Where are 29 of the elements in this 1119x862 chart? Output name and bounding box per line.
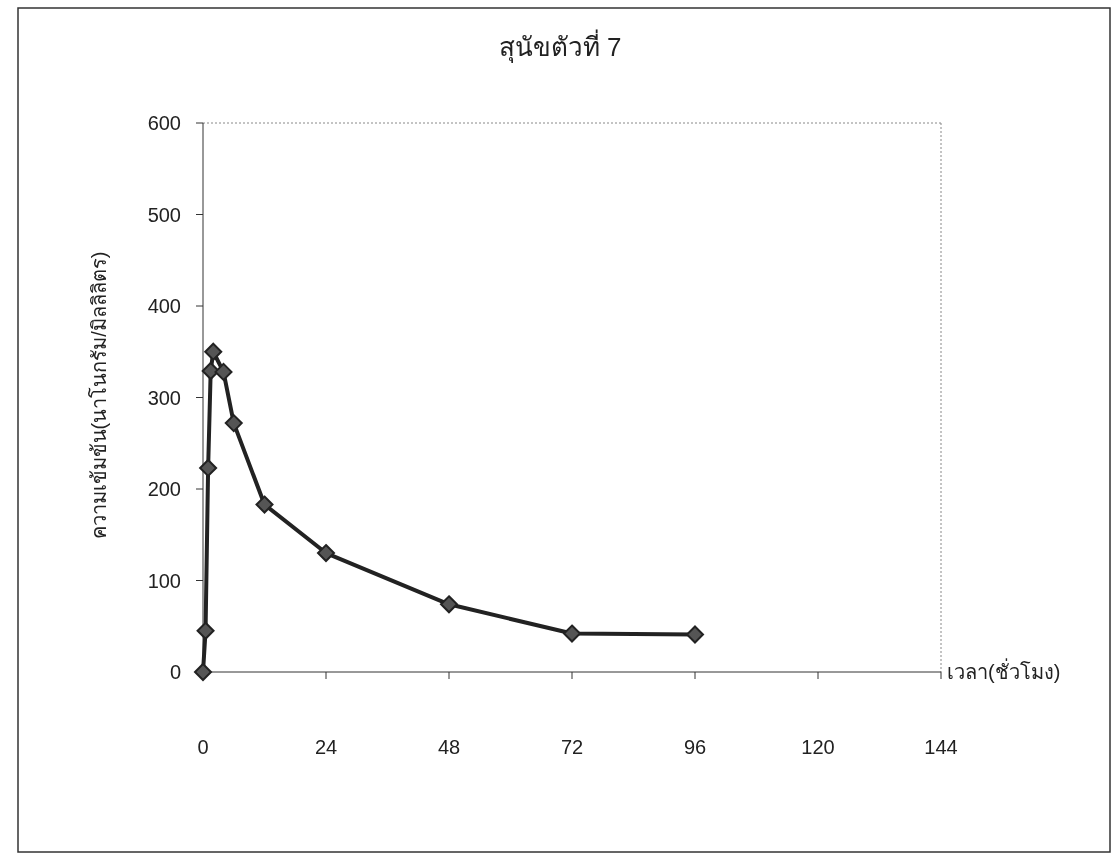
y-tick-label: 0 [169, 661, 181, 683]
y-tick-label: 100 [147, 569, 181, 592]
y-tick-label: 400 [147, 295, 181, 317]
point [563, 624, 581, 643]
point [201, 361, 220, 380]
point [199, 458, 218, 477]
x-tick-label: 144 [924, 736, 958, 758]
point [204, 342, 223, 361]
y-tick-label: 500 [147, 203, 181, 226]
x-tick-label: 96 [683, 736, 707, 758]
point [255, 495, 274, 514]
point [194, 663, 212, 681]
x-tick-label: 120 [801, 736, 835, 758]
x-tick-label: 0 [197, 736, 209, 758]
point [440, 595, 458, 614]
point [317, 544, 335, 563]
chart-title: สุนัขตัวที่ 7 [498, 29, 622, 63]
y-tick-label: 200 [147, 478, 181, 500]
y-tick-label: 600 [147, 112, 181, 134]
x-tick-label: 24 [314, 736, 338, 758]
point [196, 621, 215, 640]
x-axis-title: เวลา(ชั่วโมง) [947, 658, 1061, 683]
point [214, 362, 233, 381]
point [224, 414, 243, 433]
point [686, 625, 704, 644]
x-tick-label: 72 [560, 736, 584, 758]
x-tick-label: 48 [437, 736, 461, 758]
y-tick-label: 300 [147, 386, 181, 409]
y-axis-title: ความเข้มข้น(นาโนกรัม/มิลลิลิตร) [88, 251, 110, 540]
